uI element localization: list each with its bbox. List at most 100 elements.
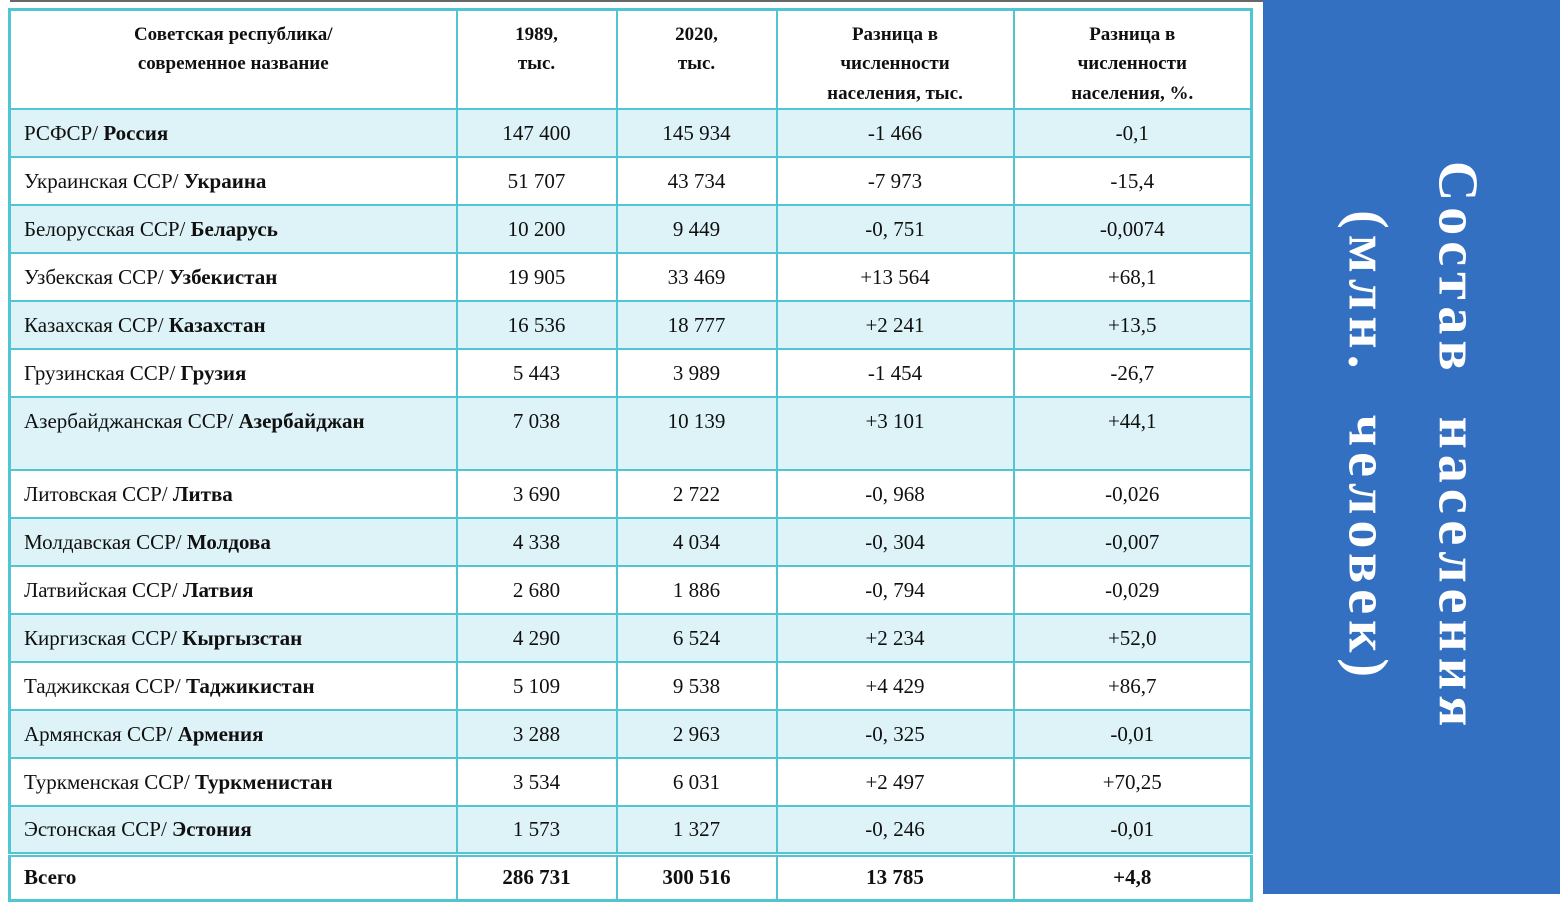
republic-cell: Белорусская ССР/ Беларусь [8, 204, 458, 255]
value-1989-cell: 3 288 [455, 709, 618, 760]
diff-pct-cell: -0,01 [1012, 805, 1253, 856]
diff-abs-cell: +2 497 [775, 757, 1015, 808]
republic-soviet-name: Белорусская ССР/ [24, 216, 186, 241]
table-row: Узбекская ССР/ Узбекистан 19 905 33 469 … [8, 252, 1253, 303]
total-label-cell: Всего [8, 851, 458, 902]
total-row: Всего 286 731 300 516 13 785 +4,8 [8, 851, 1253, 902]
table-row: Украинская ССР/ Украина 51 707 43 734 -7… [8, 156, 1253, 207]
diff-pct-cell: +52,0 [1012, 613, 1253, 664]
value-2020-cell: 4 034 [615, 517, 778, 568]
header-1989-line1: 1989, [515, 24, 558, 45]
total-1989-cell: 286 731 [455, 851, 618, 902]
table-row: Эстонская ССР/ Эстония 1 573 1 327 -0, 2… [8, 805, 1253, 856]
republic-cell: Казахская ССР/ Казахстан [8, 300, 458, 351]
republic-cell: Туркменская ССР/ Туркменистан [8, 757, 458, 808]
diff-pct-cell: -0,01 [1012, 709, 1253, 760]
table-row: Латвийская ССР/ Латвия 2 680 1 886 -0, 7… [8, 565, 1253, 616]
value-1989-cell: 4 338 [455, 517, 618, 568]
diff-pct-cell: +44,1 [1012, 396, 1253, 472]
value-2020-cell: 1 327 [615, 805, 778, 856]
value-2020-cell: 10 139 [615, 396, 778, 472]
republic-modern-name: Грузия [180, 360, 247, 385]
republic-soviet-name: Украинская ССР/ [24, 168, 179, 193]
republic-cell: Грузинская ССР/ Грузия [8, 348, 458, 399]
republic-modern-name: Армения [177, 721, 264, 746]
table-row: Туркменская ССР/ Туркменистан 3 534 6 03… [8, 757, 1253, 808]
republic-soviet-name: Грузинская ССР/ [24, 360, 176, 385]
value-2020-cell: 43 734 [615, 156, 778, 207]
diff-pct-cell: -0,029 [1012, 565, 1253, 616]
republic-cell: Украинская ССР/ Украина [8, 156, 458, 207]
value-1989-cell: 7 038 [455, 396, 618, 472]
table-row: Киргизская ССР/ Кыргызстан 4 290 6 524 +… [8, 613, 1253, 664]
diff-pct-cell: -26,7 [1012, 348, 1253, 399]
diff-abs-cell: -0, 794 [775, 565, 1015, 616]
table-row: Грузинская ССР/ Грузия 5 443 3 989 -1 45… [8, 348, 1253, 399]
total-diff-cell: 13 785 [775, 851, 1015, 902]
republic-soviet-name: РСФСР/ [24, 120, 99, 145]
header-diff-pct-line2: численности [1077, 53, 1187, 75]
republic-soviet-name: Узбекская ССР/ [24, 264, 164, 289]
value-2020-cell: 2 963 [615, 709, 778, 760]
table-row: Казахская ССР/ Казахстан 16 536 18 777 +… [8, 300, 1253, 351]
table-row: Таджикская ССР/ Таджикистан 5 109 9 538 … [8, 661, 1253, 712]
header-diff-pct: Разница в численности населения, %. [1012, 8, 1253, 111]
header-republic-line2: современное название [137, 53, 329, 75]
value-2020-cell: 33 469 [615, 252, 778, 303]
republic-soviet-name: Казахская ССР/ [24, 312, 164, 337]
value-2020-cell: 145 934 [615, 108, 778, 159]
republic-soviet-name: Азербайджанская ССР/ [24, 409, 234, 434]
republic-cell: Таджикская ССР/ Таджикистан [8, 661, 458, 712]
header-1989: 1989, тыс. [455, 8, 618, 111]
header-row: Советская республика/ современное назван… [8, 8, 1253, 111]
header-republic: Советская республика/ современное назван… [8, 8, 458, 111]
republic-cell: РСФСР/ Россия [8, 108, 458, 159]
republic-soviet-name: Туркменская ССР/ [24, 769, 190, 794]
sidebar-vertical-title: Состав населения (млн. человек) [1322, 161, 1501, 733]
value-1989-cell: 5 109 [455, 661, 618, 712]
diff-abs-cell: -1 454 [775, 348, 1015, 399]
header-republic-line1: Советская республика/ [133, 24, 333, 45]
value-1989-cell: 147 400 [455, 108, 618, 159]
republic-modern-name: Таджикистан [185, 673, 315, 698]
header-diff-pct-line3: населения, %. [1071, 82, 1194, 104]
value-1989-cell: 19 905 [455, 252, 618, 303]
republic-cell: Армянская ССР/ Армения [8, 709, 458, 760]
header-diff-abs: Разница в численности населения, тыс. [775, 8, 1015, 111]
republic-modern-name: Беларусь [190, 216, 278, 241]
table-row: РСФСР/ Россия 147 400 145 934 -1 466 -0,… [8, 108, 1253, 159]
sidebar-panel: Состав населения (млн. человек) [1263, 0, 1560, 894]
value-1989-cell: 16 536 [455, 300, 618, 351]
republic-soviet-name: Армянская ССР/ [24, 721, 173, 746]
header-1989-line2: тыс. [517, 53, 556, 75]
republic-soviet-name: Молдавская ССР/ [24, 529, 182, 554]
header-2020-line1: 2020, [675, 24, 718, 45]
value-2020-cell: 2 722 [615, 469, 778, 520]
table-row: Молдавская ССР/ Молдова 4 338 4 034 -0, … [8, 517, 1253, 568]
republic-modern-name: Узбекистан [168, 264, 278, 289]
total-pct-cell: +4,8 [1012, 851, 1253, 902]
header-diff-abs-line2: численности [840, 53, 950, 75]
diff-pct-cell: -0,1 [1012, 108, 1253, 159]
total-2020-cell: 300 516 [615, 851, 778, 902]
diff-abs-cell: -1 466 [775, 108, 1015, 159]
value-1989-cell: 2 680 [455, 565, 618, 616]
value-1989-cell: 4 290 [455, 613, 618, 664]
value-2020-cell: 9 538 [615, 661, 778, 712]
republic-soviet-name: Латвийская ССР/ [24, 577, 178, 602]
value-2020-cell: 6 031 [615, 757, 778, 808]
republic-modern-name: Туркменистан [195, 769, 333, 794]
republic-modern-name: Казахстан [168, 312, 266, 337]
value-1989-cell: 51 707 [455, 156, 618, 207]
diff-abs-cell: +4 429 [775, 661, 1015, 712]
diff-pct-cell: -0,007 [1012, 517, 1253, 568]
value-1989-cell: 5 443 [455, 348, 618, 399]
republic-soviet-name: Эстонская ССР/ [24, 817, 167, 842]
republic-cell: Литовская ССР/ Литва [8, 469, 458, 520]
republic-modern-name: Россия [103, 120, 169, 145]
table-area: Советская республика/ современное назван… [8, 8, 1253, 902]
diff-pct-cell: +70,25 [1012, 757, 1253, 808]
diff-pct-cell: -0,026 [1012, 469, 1253, 520]
diff-abs-cell: +2 241 [775, 300, 1015, 351]
